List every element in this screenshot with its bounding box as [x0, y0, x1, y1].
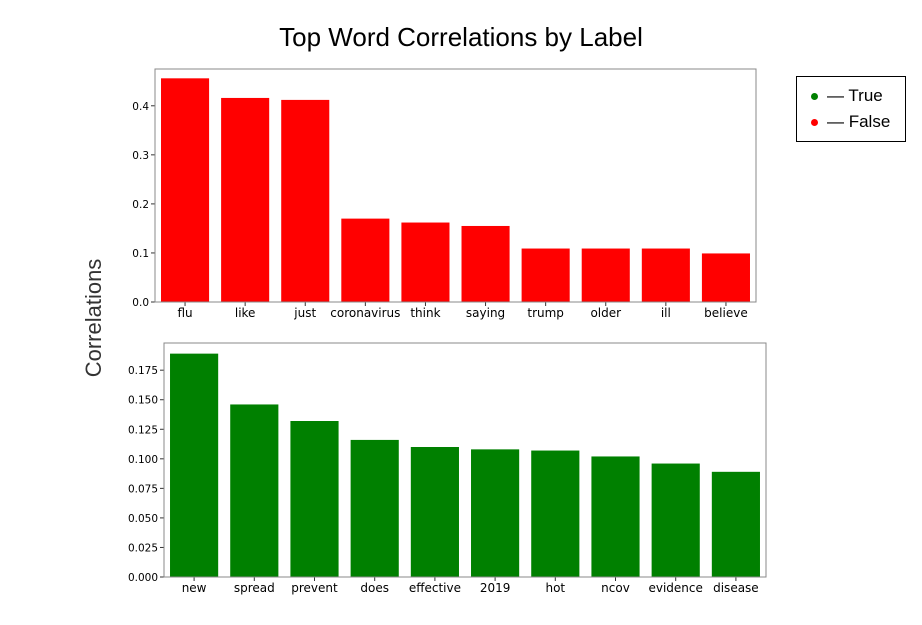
true-chart-bar — [350, 439, 399, 577]
legend-item-false: — False — [811, 111, 890, 133]
true-chart-y-tick-label: 0.175 — [128, 365, 158, 377]
true-chart-x-tick-label: effective — [409, 581, 461, 595]
true-chart-bar — [410, 447, 459, 577]
true-chart-x-tick-label: disease — [713, 581, 759, 595]
true-chart-bar — [531, 450, 580, 577]
false-chart-x-tick-label: like — [235, 306, 256, 320]
false-chart-x-tick-label: older — [590, 306, 621, 320]
legend: — True — False — [796, 76, 906, 142]
false-chart-x-tick-label: flu — [177, 306, 192, 320]
true-chart-bar — [290, 421, 339, 577]
true-chart-x-tick-label: ncov — [601, 581, 630, 595]
false-chart-bar — [401, 222, 450, 302]
true-chart-bar — [471, 449, 520, 577]
false-chart-x-tick-label: just — [293, 306, 316, 320]
legend-item-true: — True — [811, 85, 883, 107]
false-chart-bar — [701, 253, 750, 302]
false-chart-x-tick-label: ill — [661, 306, 671, 320]
true-chart-y-tick-label: 0.050 — [128, 513, 158, 525]
true-chart-y-tick-label: 0.150 — [128, 395, 158, 407]
true-chart-x-tick-label: evidence — [648, 581, 702, 595]
false-chart-bar — [341, 218, 390, 302]
false-chart-x-tick-label: trump — [527, 306, 564, 320]
false-chart-bar — [281, 99, 330, 302]
false-chart-y-tick-label: 0.2 — [132, 199, 149, 211]
false-chart-x-tick-label: saying — [466, 306, 505, 320]
false-chart-bar — [461, 225, 510, 302]
true-chart-x-tick-label: prevent — [291, 581, 338, 595]
false-chart-y-tick-label: 0.3 — [132, 150, 149, 162]
false-chart-bar — [641, 248, 690, 302]
true-chart-y-tick-label: 0.075 — [128, 483, 158, 495]
false-chart-y-tick-label: 0.0 — [132, 297, 149, 309]
false-chart-y-tick-label: 0.1 — [132, 248, 149, 260]
true-chart-y-tick-label: 0.100 — [128, 454, 158, 466]
true-chart-bar — [711, 471, 760, 577]
true-chart-y-tick-label: 0.000 — [128, 572, 158, 584]
false-chart-bar — [161, 78, 210, 302]
false-chart-bar — [221, 97, 270, 302]
true-chart-y-tick-label: 0.125 — [128, 424, 158, 436]
false-chart-frame — [154, 68, 757, 303]
legend-marker-true — [811, 92, 818, 100]
true-chart-bar — [591, 456, 640, 577]
true-chart-bar — [651, 463, 700, 577]
true-chart-x-tick-label: 2019 — [480, 581, 511, 595]
false-chart-x-tick-label: believe — [704, 306, 748, 320]
true-chart-x-tick-label: new — [182, 581, 207, 595]
true-chart-x-tick-label: does — [360, 581, 389, 595]
legend-label-true: — True — [827, 86, 883, 105]
legend-label-false: — False — [827, 112, 891, 131]
true-chart-x-tick-label: spread — [234, 581, 275, 595]
legend-marker-false — [811, 118, 818, 126]
true-chart-frame — [163, 342, 767, 578]
chart-title: Top Word Correlations by Label — [279, 22, 643, 52]
false-chart-x-tick-label: coronavirus — [330, 306, 400, 320]
false-chart-x-tick-label: think — [410, 306, 440, 320]
false-chart-bar — [521, 248, 570, 302]
true-chart-bar — [230, 404, 279, 577]
false-chart-bar — [581, 248, 630, 302]
true-chart-y-tick-label: 0.025 — [128, 542, 158, 554]
false-chart-y-tick-label: 0.4 — [132, 101, 149, 113]
true-chart-x-tick-label: hot — [545, 581, 565, 595]
true-chart-bar — [170, 353, 219, 577]
